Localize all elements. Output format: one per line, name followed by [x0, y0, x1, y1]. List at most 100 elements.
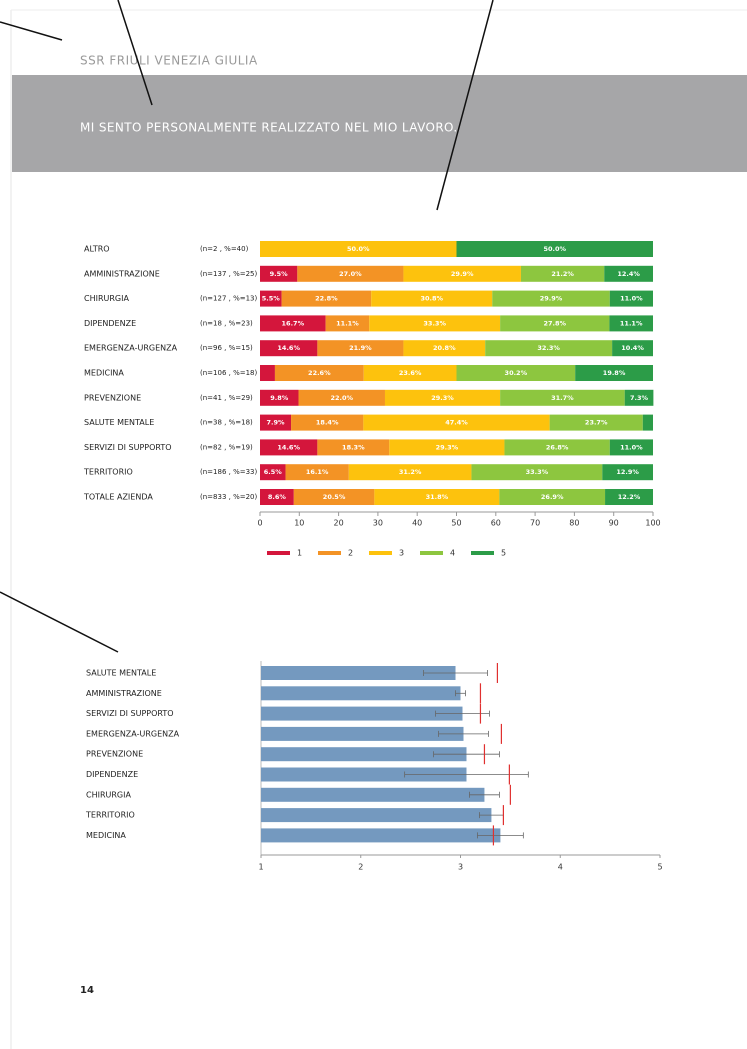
- category-label: AMMINISTRAZIONE: [84, 269, 160, 278]
- segment-label: 20.5%: [323, 493, 346, 501]
- bar-segment: [575, 365, 653, 381]
- bar-segment: [609, 290, 653, 307]
- segment-label: 9.5%: [270, 270, 289, 278]
- x-tick-label: 1: [258, 863, 263, 872]
- segment-label: 29.9%: [540, 295, 563, 303]
- bar: [261, 828, 501, 843]
- bar-segment: [602, 464, 653, 481]
- segment-label: 9.8%: [270, 394, 289, 402]
- category-label: DIPENDENZE: [86, 770, 138, 779]
- bar-segment: [260, 439, 318, 456]
- bar-segment: [348, 464, 472, 481]
- category-label: PREVENZIONE: [84, 393, 141, 402]
- bar-segment: [285, 464, 349, 481]
- x-tick-label: 5: [657, 863, 662, 872]
- legend-swatch: [471, 551, 494, 555]
- x-tick-label: 2: [358, 863, 363, 872]
- category-note: (n=137 , %=25): [200, 270, 257, 278]
- bar-segment: [260, 340, 318, 357]
- legend-label: 3: [399, 549, 404, 558]
- segment-label: 12.4%: [617, 270, 640, 278]
- category-label: TOTALE AZIENDA: [83, 493, 153, 502]
- bar-segment: [260, 489, 294, 505]
- x-tick-label: 70: [530, 519, 540, 528]
- segment-label: 19.8%: [603, 369, 626, 377]
- bar-segment: [456, 241, 653, 257]
- segment-label: 26.9%: [541, 493, 564, 501]
- bar-segment: [274, 365, 364, 381]
- header: SSR FRIULI VENEZIA GIULIA: [80, 54, 258, 68]
- segment-label: 8.6%: [268, 493, 287, 501]
- bar-segment: [260, 365, 275, 381]
- bar: [261, 767, 467, 782]
- segment-label: 7.9%: [267, 419, 286, 427]
- category-label: DIPENDENZE: [84, 319, 136, 328]
- segment-label: 10.4%: [621, 344, 644, 352]
- x-tick-label: 4: [558, 863, 563, 872]
- bar: [261, 787, 485, 802]
- segment-label: 33.3%: [423, 319, 446, 327]
- bar: [261, 747, 467, 762]
- bar-segment: [281, 290, 372, 307]
- segment-label: 11.1%: [336, 319, 359, 327]
- bar-segment: [363, 414, 550, 431]
- bar-segment: [549, 414, 643, 431]
- segment-label: 22.0%: [330, 394, 353, 402]
- segment-label: 23.7%: [585, 419, 608, 427]
- category-note: (n=127 , %=13): [200, 295, 257, 303]
- bar-segment: [374, 489, 500, 505]
- bar: [261, 808, 492, 823]
- segment-label: 11.0%: [620, 295, 643, 303]
- segment-label: 31.2%: [399, 468, 422, 476]
- segment-label: 22.8%: [315, 295, 338, 303]
- bar-segment: [317, 340, 404, 357]
- segment-label: 18.4%: [316, 419, 339, 427]
- segment-label: 22.6%: [308, 369, 331, 377]
- bar-segment: [456, 365, 576, 381]
- bar-segment: [504, 439, 610, 456]
- category-label: TERRITORIO: [83, 468, 133, 477]
- category-label: CHIRURGIA: [86, 790, 131, 799]
- segment-label: 27.0%: [339, 270, 362, 278]
- segment-label: 18.3%: [342, 443, 365, 451]
- bar-segment: [520, 265, 605, 282]
- bar-segment: [605, 489, 653, 505]
- bar-segment: [609, 439, 653, 456]
- bar-segment: [260, 414, 292, 431]
- annotation-line: [117, 0, 153, 106]
- segment-label: 14.6%: [277, 443, 300, 451]
- x-tick-label: 3: [458, 863, 463, 872]
- segment-label: 31.8%: [426, 493, 449, 501]
- segment-label: 12.2%: [618, 493, 641, 501]
- bar-segment: [403, 265, 521, 282]
- segment-label: 16.1%: [306, 468, 329, 476]
- bar-segment: [500, 389, 625, 406]
- bar-segment: [485, 340, 613, 357]
- category-label: SERVIZI DI SUPPORTO: [86, 709, 174, 718]
- x-tick-label: 80: [569, 519, 579, 528]
- category-note: (n=96 , %=15): [200, 344, 253, 352]
- bar-segment: [403, 340, 486, 357]
- bar-segment: [363, 365, 457, 381]
- segment-label: 26.8%: [546, 443, 569, 451]
- segment-label: 29.9%: [451, 270, 474, 278]
- x-tick-label: 100: [645, 519, 660, 528]
- segment-label: 21.2%: [551, 270, 574, 278]
- bar-segment: [604, 265, 653, 282]
- segment-label: 21.9%: [349, 344, 372, 352]
- legend-swatch: [318, 551, 341, 555]
- page-number: 14: [80, 985, 94, 996]
- category-note: (n=2 , %=40): [200, 245, 249, 253]
- x-tick-label: 40: [412, 519, 422, 528]
- bar-segment: [500, 315, 610, 332]
- bar-segment: [260, 464, 286, 481]
- segment-label: 14.6%: [277, 344, 300, 352]
- segment-label: 20.8%: [433, 344, 456, 352]
- category-note: (n=82 , %=19): [200, 443, 253, 451]
- legend-swatch: [267, 551, 290, 555]
- segment-label: 50.0%: [347, 245, 370, 253]
- segment-label: 50.0%: [543, 245, 566, 253]
- bar-segment: [624, 389, 654, 406]
- banner: [12, 75, 747, 172]
- segment-label: 12.9%: [616, 468, 639, 476]
